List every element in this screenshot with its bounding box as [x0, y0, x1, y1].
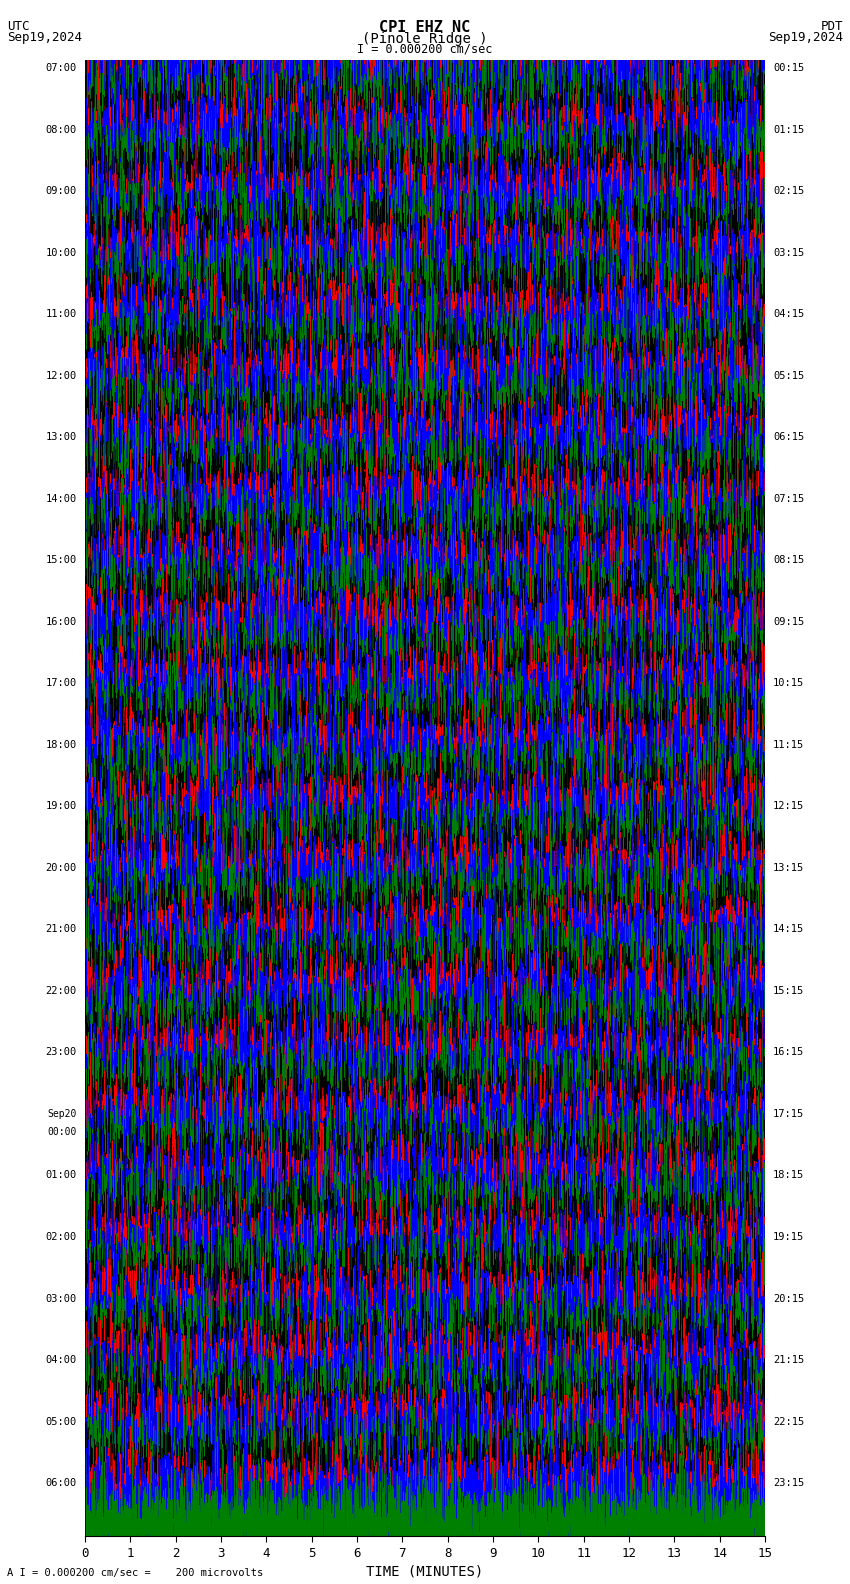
Text: 00:00: 00:00	[48, 1128, 76, 1137]
Text: 13:00: 13:00	[46, 432, 76, 442]
Text: 14:00: 14:00	[46, 494, 76, 504]
Text: 17:15: 17:15	[774, 1109, 804, 1118]
Text: 23:15: 23:15	[774, 1478, 804, 1487]
Text: 11:00: 11:00	[46, 309, 76, 320]
Text: 13:15: 13:15	[774, 863, 804, 873]
Text: 04:00: 04:00	[46, 1354, 76, 1365]
Text: 19:15: 19:15	[774, 1232, 804, 1242]
Text: 18:15: 18:15	[774, 1171, 804, 1180]
Text: 19:00: 19:00	[46, 802, 76, 811]
Text: 15:00: 15:00	[46, 556, 76, 565]
Text: CPI EHZ NC: CPI EHZ NC	[379, 19, 471, 35]
Text: 07:15: 07:15	[774, 494, 804, 504]
Text: 02:15: 02:15	[774, 187, 804, 196]
Text: 02:00: 02:00	[46, 1232, 76, 1242]
Text: 16:15: 16:15	[774, 1047, 804, 1058]
Text: 12:15: 12:15	[774, 802, 804, 811]
Text: 11:15: 11:15	[774, 740, 804, 749]
Text: 05:15: 05:15	[774, 371, 804, 380]
Text: 18:00: 18:00	[46, 740, 76, 749]
Text: 06:00: 06:00	[46, 1478, 76, 1487]
X-axis label: TIME (MINUTES): TIME (MINUTES)	[366, 1563, 484, 1578]
Text: 14:15: 14:15	[774, 925, 804, 935]
Text: Sep19,2024: Sep19,2024	[768, 30, 843, 44]
Text: 04:15: 04:15	[774, 309, 804, 320]
Text: 06:15: 06:15	[774, 432, 804, 442]
Text: Sep20: Sep20	[48, 1109, 76, 1118]
Text: PDT: PDT	[821, 19, 843, 33]
Text: 22:15: 22:15	[774, 1416, 804, 1427]
Text: 20:00: 20:00	[46, 863, 76, 873]
Text: 22:00: 22:00	[46, 985, 76, 996]
Text: 09:15: 09:15	[774, 616, 804, 627]
Text: Sep19,2024: Sep19,2024	[7, 30, 82, 44]
Text: 07:00: 07:00	[46, 63, 76, 73]
Text: 15:15: 15:15	[774, 985, 804, 996]
Text: 16:00: 16:00	[46, 616, 76, 627]
Text: 23:00: 23:00	[46, 1047, 76, 1058]
Text: 17:00: 17:00	[46, 678, 76, 689]
Text: 20:15: 20:15	[774, 1294, 804, 1304]
Text: 03:15: 03:15	[774, 247, 804, 258]
Text: 10:15: 10:15	[774, 678, 804, 689]
Text: A I = 0.000200 cm/sec =    200 microvolts: A I = 0.000200 cm/sec = 200 microvolts	[7, 1568, 263, 1578]
Text: 05:00: 05:00	[46, 1416, 76, 1427]
Text: 08:00: 08:00	[46, 125, 76, 135]
Text: 01:15: 01:15	[774, 125, 804, 135]
Text: 21:15: 21:15	[774, 1354, 804, 1365]
Text: 03:00: 03:00	[46, 1294, 76, 1304]
Text: 10:00: 10:00	[46, 247, 76, 258]
Text: UTC: UTC	[7, 19, 29, 33]
Text: 01:00: 01:00	[46, 1171, 76, 1180]
Text: (Pinole Ridge ): (Pinole Ridge )	[362, 32, 488, 46]
Text: 21:00: 21:00	[46, 925, 76, 935]
Text: 08:15: 08:15	[774, 556, 804, 565]
Text: 00:15: 00:15	[774, 63, 804, 73]
Text: 12:00: 12:00	[46, 371, 76, 380]
Text: 09:00: 09:00	[46, 187, 76, 196]
Text: I = 0.000200 cm/sec: I = 0.000200 cm/sec	[357, 43, 493, 55]
